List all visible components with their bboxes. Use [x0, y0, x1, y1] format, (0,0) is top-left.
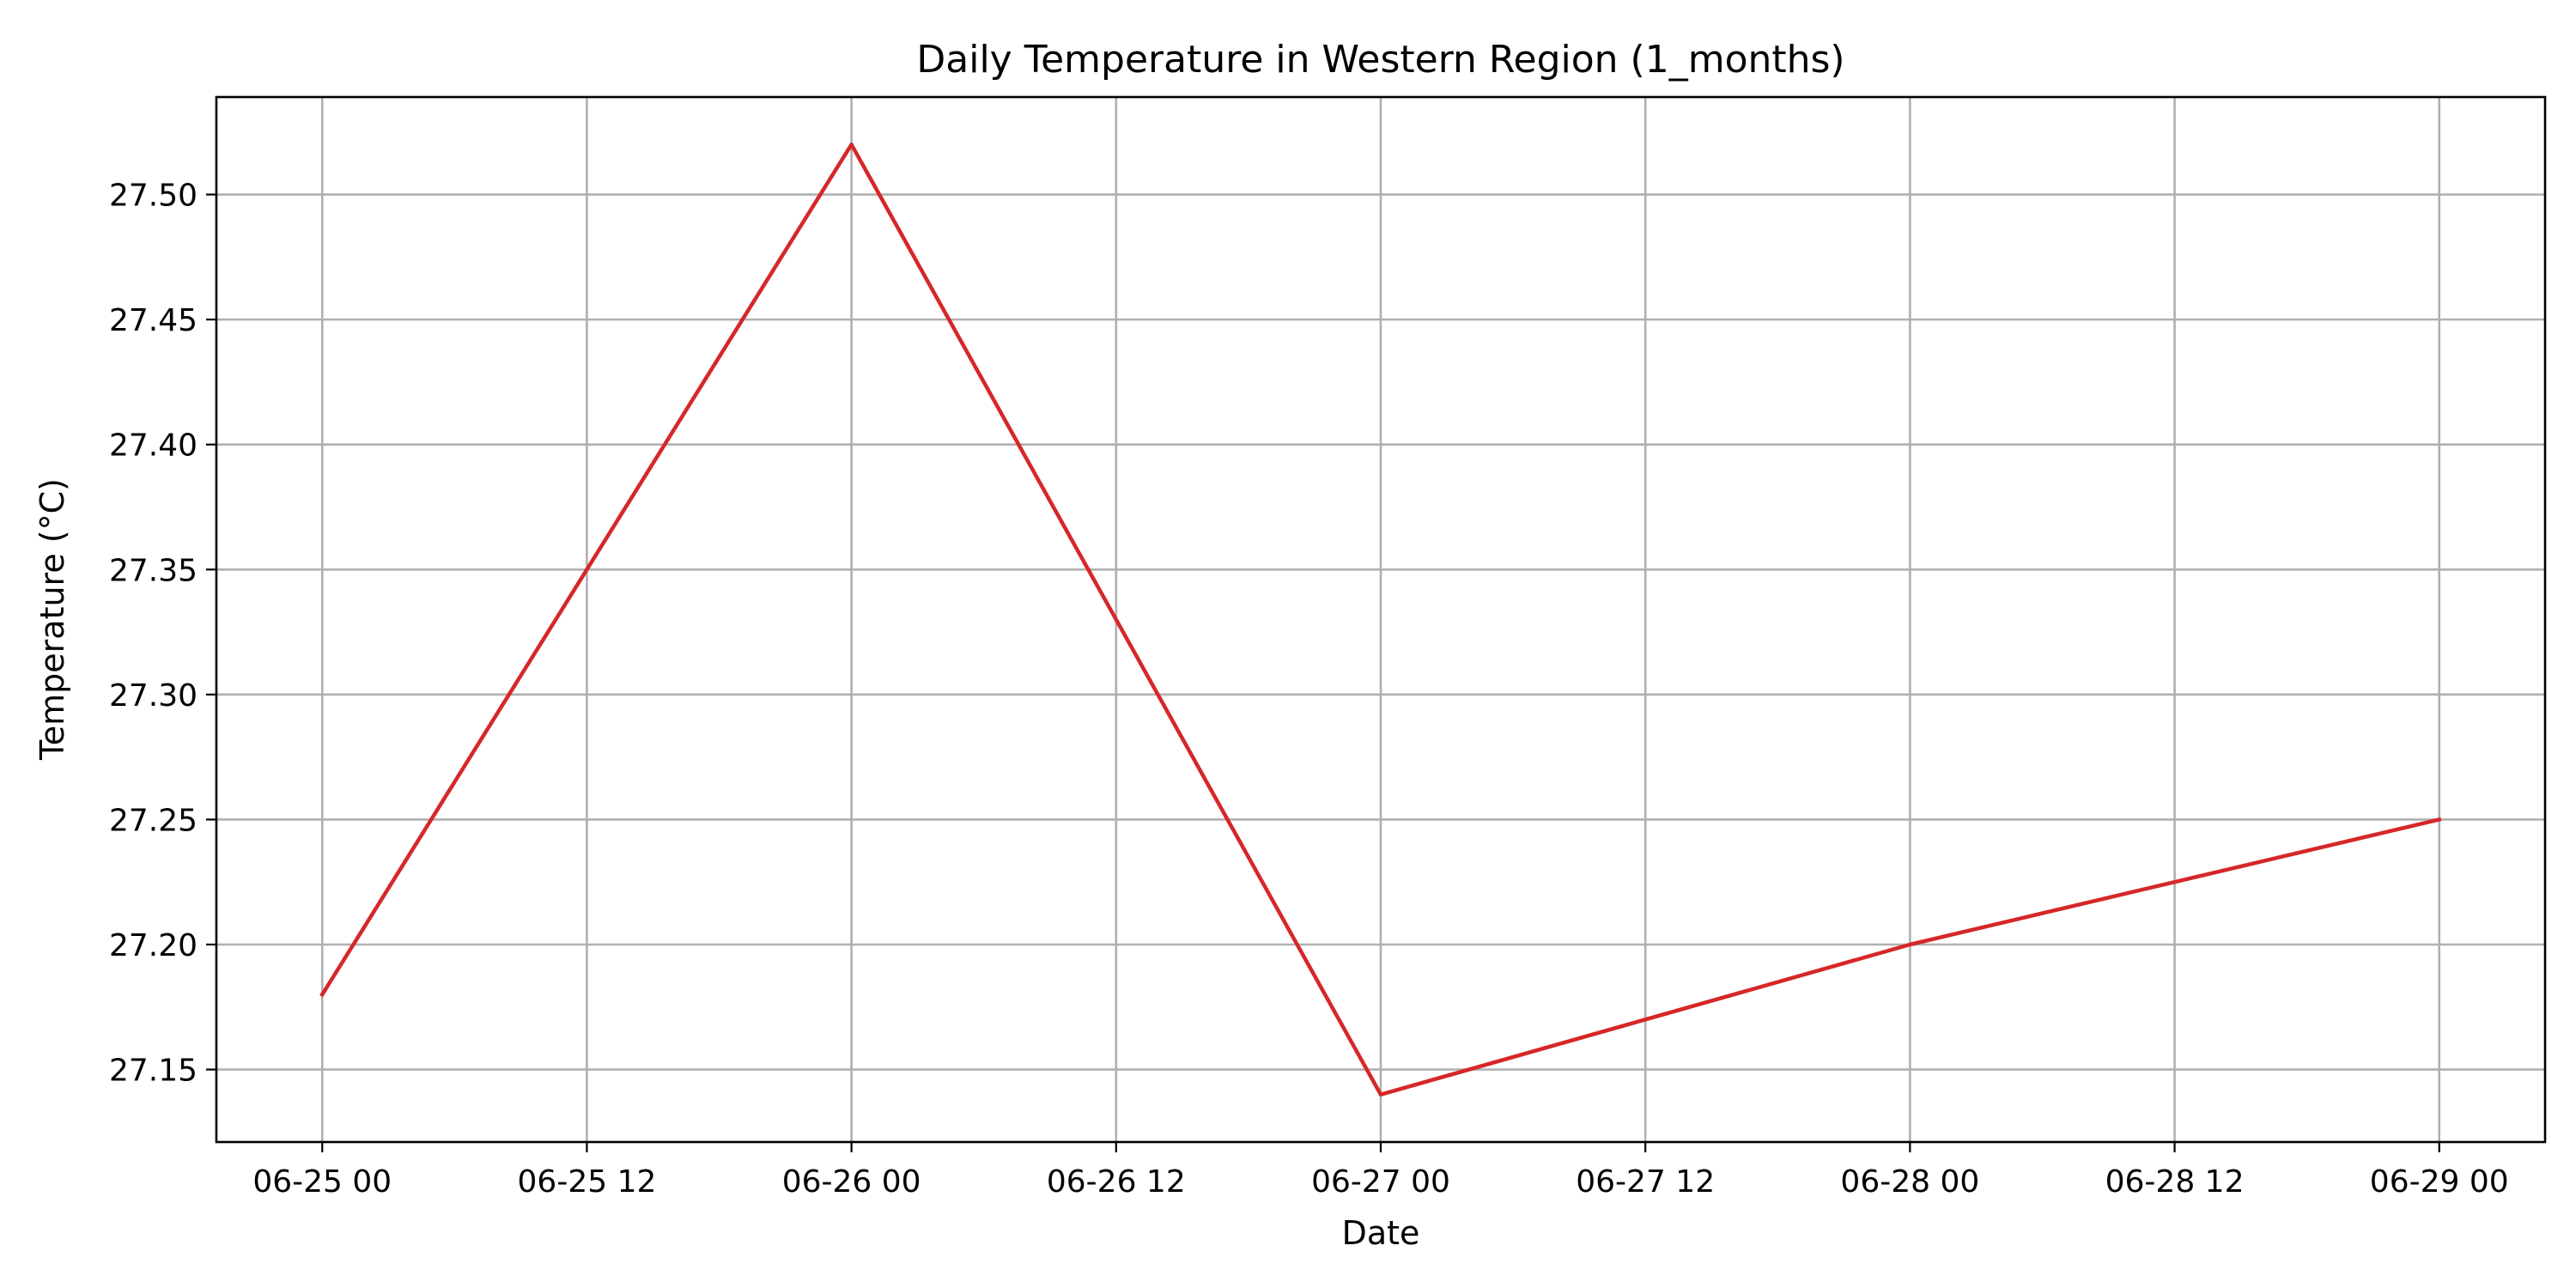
- x-tick-label: 06-29 00: [2370, 1164, 2509, 1200]
- y-tick-label: 27.20: [109, 928, 197, 963]
- y-tick-label: 27.50: [109, 179, 197, 214]
- y-tick-label: 27.45: [109, 303, 197, 338]
- tick-layer: 06-25 00 06-25 12 06-26 00 06-26 12 06-27 00…: [109, 179, 2509, 1200]
- data-point: [2437, 817, 2441, 822]
- x-tick-label: 06-25 12: [518, 1164, 657, 1200]
- x-tick-label: 06-26 00: [782, 1164, 921, 1200]
- series-layer: [319, 143, 2442, 1097]
- x-tick-label: 06-27 12: [1576, 1164, 1715, 1200]
- y-axis-label: Temperature (°C): [33, 478, 71, 761]
- y-tick-label: 27.30: [109, 678, 197, 714]
- data-point: [320, 993, 325, 997]
- data-point: [849, 143, 854, 147]
- y-tick-label: 27.40: [109, 428, 197, 464]
- x-tick-label: 06-28 12: [2105, 1164, 2245, 1200]
- y-tick-label: 27.25: [109, 803, 197, 838]
- data-point: [1908, 942, 1912, 947]
- y-tick-label: 27.15: [109, 1054, 197, 1089]
- x-axis-label: Date: [1342, 1214, 1420, 1252]
- grid-layer: [216, 97, 2545, 1142]
- y-tick-label: 27.35: [109, 553, 197, 588]
- x-tick-label: 06-27 00: [1311, 1164, 1450, 1200]
- x-tick-label: 06-26 12: [1047, 1164, 1186, 1200]
- chart-title: Daily Temperature in Western Region (1_m…: [916, 38, 1844, 82]
- x-tick-label: 06-25 00: [252, 1164, 392, 1200]
- data-point: [1378, 1092, 1383, 1097]
- x-tick-label: 06-28 00: [1840, 1164, 1979, 1200]
